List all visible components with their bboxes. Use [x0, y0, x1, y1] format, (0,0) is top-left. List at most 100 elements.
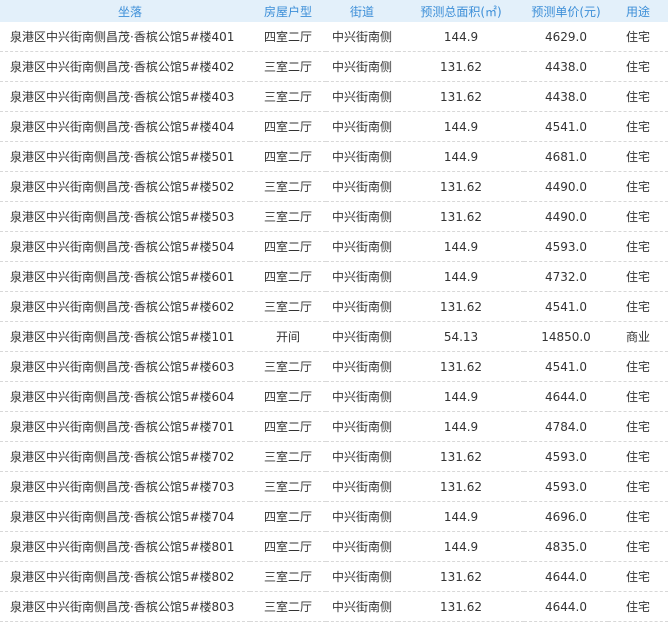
cell-usage: 住宅	[608, 171, 668, 202]
cell-layout: 三室二厅	[250, 471, 326, 502]
cell-area: 131.62	[398, 201, 524, 232]
cell-location: 泉港区中兴街南侧昌茂·香槟公馆5#楼401	[0, 22, 250, 52]
cell-street: 中兴街南侧	[326, 81, 398, 112]
table-row: 泉港区中兴街南侧昌茂·香槟公馆5#楼401 四室二厅 中兴街南侧 144.9 4629.…	[0, 22, 668, 52]
cell-area: 131.62	[398, 561, 524, 592]
column-header-street: 街道	[326, 0, 398, 22]
cell-layout: 开间	[250, 321, 326, 352]
cell-unit-price: 4541.0	[524, 351, 608, 382]
cell-usage: 住宅	[608, 231, 668, 262]
cell-street: 中兴街南侧	[326, 381, 398, 412]
cell-area: 131.62	[398, 51, 524, 82]
cell-layout: 三室二厅	[250, 51, 326, 82]
cell-area: 54.13	[398, 321, 524, 352]
cell-location: 泉港区中兴街南侧昌茂·香槟公馆5#楼504	[0, 231, 250, 262]
cell-area: 131.62	[398, 591, 524, 622]
cell-usage: 住宅	[608, 591, 668, 622]
cell-usage: 住宅	[608, 501, 668, 532]
cell-location: 泉港区中兴街南侧昌茂·香槟公馆5#楼701	[0, 411, 250, 442]
cell-usage: 住宅	[608, 531, 668, 562]
table-row: 泉港区中兴街南侧昌茂·香槟公馆5#楼601 四室二厅 中兴街南侧 144.9 4732.…	[0, 261, 668, 292]
cell-location: 泉港区中兴街南侧昌茂·香槟公馆5#楼702	[0, 441, 250, 472]
table-row: 泉港区中兴街南侧昌茂·香槟公馆5#楼604 四室二厅 中兴街南侧 144.9 4644.…	[0, 381, 668, 412]
cell-usage: 住宅	[608, 111, 668, 142]
table-row: 泉港区中兴街南侧昌茂·香槟公馆5#楼703 三室二厅 中兴街南侧 131.62 4593…	[0, 471, 668, 502]
cell-usage: 住宅	[608, 351, 668, 382]
cell-area: 144.9	[398, 22, 524, 52]
table-row: 泉港区中兴街南侧昌茂·香槟公馆5#楼402 三室二厅 中兴街南侧 131.62 4438…	[0, 51, 668, 82]
table-row: 泉港区中兴街南侧昌茂·香槟公馆5#楼403 三室二厅 中兴街南侧 131.62 4438…	[0, 81, 668, 112]
cell-location: 泉港区中兴街南侧昌茂·香槟公馆5#楼603	[0, 351, 250, 382]
cell-area: 131.62	[398, 351, 524, 382]
cell-unit-price: 4438.0	[524, 81, 608, 112]
cell-street: 中兴街南侧	[326, 501, 398, 532]
cell-unit-price: 4629.0	[524, 22, 608, 52]
cell-street: 中兴街南侧	[326, 561, 398, 592]
cell-area: 131.62	[398, 81, 524, 112]
table-row: 泉港区中兴街南侧昌茂·香槟公馆5#楼802 三室二厅 中兴街南侧 131.62 4644…	[0, 561, 668, 592]
table-row: 泉港区中兴街南侧昌茂·香槟公馆5#楼602 三室二厅 中兴街南侧 131.62 4541…	[0, 291, 668, 322]
cell-layout: 四室二厅	[250, 501, 326, 532]
cell-unit-price: 4541.0	[524, 291, 608, 322]
cell-usage: 住宅	[608, 201, 668, 232]
cell-unit-price: 4644.0	[524, 591, 608, 622]
cell-unit-price: 14850.0	[524, 321, 608, 352]
cell-street: 中兴街南侧	[326, 51, 398, 82]
table-row: 泉港区中兴街南侧昌茂·香槟公馆5#楼504 四室二厅 中兴街南侧 144.9 4593.…	[0, 231, 668, 262]
cell-layout: 四室二厅	[250, 22, 326, 52]
cell-unit-price: 4681.0	[524, 141, 608, 172]
cell-area: 131.62	[398, 291, 524, 322]
table-row: 泉港区中兴街南侧昌茂·香槟公馆5#楼701 四室二厅 中兴街南侧 144.9 4784.…	[0, 411, 668, 442]
table-row: 泉港区中兴街南侧昌茂·香槟公馆5#楼501 四室二厅 中兴街南侧 144.9 4681.…	[0, 141, 668, 172]
cell-location: 泉港区中兴街南侧昌茂·香槟公馆5#楼502	[0, 171, 250, 202]
cell-unit-price: 4593.0	[524, 441, 608, 472]
cell-usage: 住宅	[608, 81, 668, 112]
column-header-layout: 房屋户型	[250, 0, 326, 22]
cell-location: 泉港区中兴街南侧昌茂·香槟公馆5#楼803	[0, 591, 250, 622]
cell-unit-price: 4696.0	[524, 501, 608, 532]
cell-layout: 三室二厅	[250, 171, 326, 202]
cell-location: 泉港区中兴街南侧昌茂·香槟公馆5#楼503	[0, 201, 250, 232]
cell-street: 中兴街南侧	[326, 141, 398, 172]
cell-street: 中兴街南侧	[326, 231, 398, 262]
cell-area: 131.62	[398, 171, 524, 202]
cell-street: 中兴街南侧	[326, 291, 398, 322]
cell-usage: 住宅	[608, 261, 668, 292]
cell-location: 泉港区中兴街南侧昌茂·香槟公馆5#楼704	[0, 501, 250, 532]
cell-street: 中兴街南侧	[326, 471, 398, 502]
cell-layout: 三室二厅	[250, 351, 326, 382]
cell-location: 泉港区中兴街南侧昌茂·香槟公馆5#楼403	[0, 81, 250, 112]
cell-layout: 四室二厅	[250, 111, 326, 142]
cell-street: 中兴街南侧	[326, 261, 398, 292]
cell-area: 144.9	[398, 531, 524, 562]
cell-usage: 住宅	[608, 471, 668, 502]
cell-area: 144.9	[398, 411, 524, 442]
cell-location: 泉港区中兴街南侧昌茂·香槟公馆5#楼501	[0, 141, 250, 172]
cell-area: 144.9	[398, 501, 524, 532]
cell-usage: 商业	[608, 321, 668, 352]
cell-unit-price: 4784.0	[524, 411, 608, 442]
cell-street: 中兴街南侧	[326, 321, 398, 352]
column-header-usage: 用途	[608, 0, 668, 22]
cell-usage: 住宅	[608, 51, 668, 82]
cell-layout: 三室二厅	[250, 561, 326, 592]
cell-street: 中兴街南侧	[326, 411, 398, 442]
cell-layout: 四室二厅	[250, 141, 326, 172]
cell-location: 泉港区中兴街南侧昌茂·香槟公馆5#楼404	[0, 111, 250, 142]
cell-layout: 四室二厅	[250, 231, 326, 262]
cell-layout: 三室二厅	[250, 591, 326, 622]
table-row: 泉港区中兴街南侧昌茂·香槟公馆5#楼101 开间 中兴街南侧 54.13 14850.0…	[0, 321, 668, 352]
cell-unit-price: 4593.0	[524, 471, 608, 502]
table-row: 泉港区中兴街南侧昌茂·香槟公馆5#楼404 四室二厅 中兴街南侧 144.9 4541.…	[0, 111, 668, 142]
column-header-area: 预测总面积(㎡)	[398, 0, 524, 22]
cell-usage: 住宅	[608, 291, 668, 322]
cell-unit-price: 4490.0	[524, 201, 608, 232]
cell-unit-price: 4541.0	[524, 111, 608, 142]
cell-layout: 三室二厅	[250, 201, 326, 232]
cell-unit-price: 4644.0	[524, 381, 608, 412]
cell-location: 泉港区中兴街南侧昌茂·香槟公馆5#楼602	[0, 291, 250, 322]
cell-usage: 住宅	[608, 411, 668, 442]
cell-usage: 住宅	[608, 441, 668, 472]
cell-area: 144.9	[398, 261, 524, 292]
